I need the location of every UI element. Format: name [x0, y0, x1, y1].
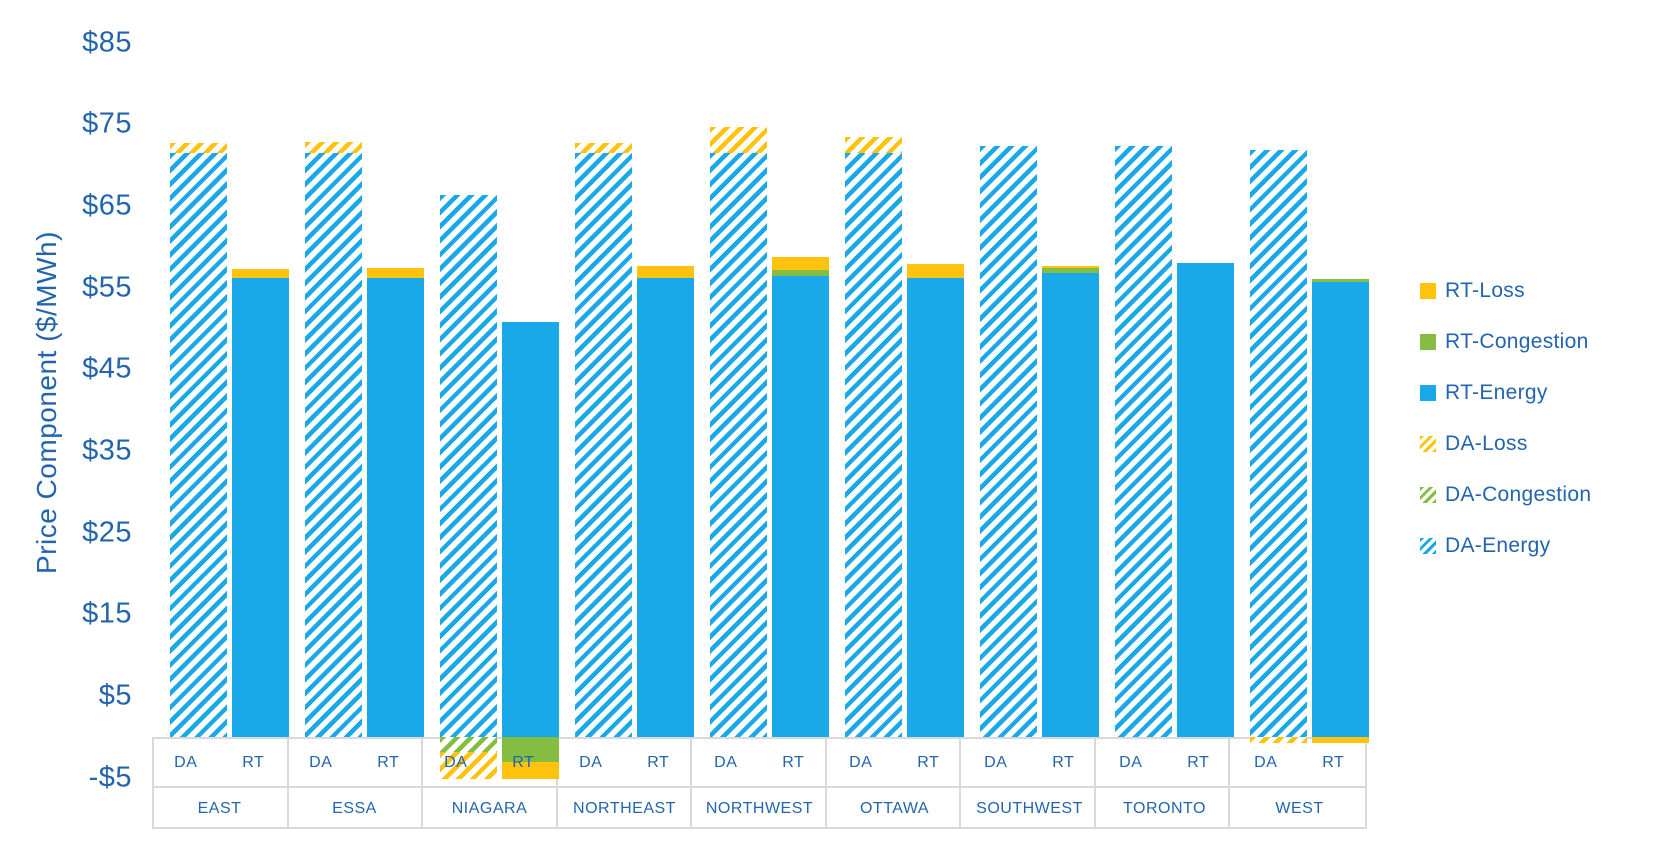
bar-segment-essa-rt-loss: [367, 268, 424, 278]
legend-item-da-loss: DA-Loss: [1420, 432, 1528, 455]
bar-segment-ottawa-da-energy: [845, 152, 902, 737]
bar-segment-southwest-da-energy: [980, 146, 1037, 737]
y-tick-label: $55: [82, 271, 132, 304]
y-tick-label: -$5: [88, 761, 132, 794]
bar-segment-ottawa-da-loss: [845, 136, 902, 153]
axis-table-cell: [1230, 788, 1365, 827]
y-tick-label: $85: [82, 26, 132, 59]
legend-label-rt-loss: RT-Loss: [1445, 279, 1525, 302]
axis-table-cell: [692, 739, 827, 788]
legend-swatch-rt-congestion: [1420, 334, 1436, 350]
axis-table-cell: [1230, 739, 1365, 788]
bar-segment-niagara-da-energy: [440, 195, 497, 737]
legend-label-da-congestion: DA-Congestion: [1445, 483, 1592, 506]
bar-segment-northwest-rt-congestion: [772, 270, 829, 277]
bar-segment-ottawa-rt-loss: [907, 263, 964, 278]
axis-table-cell: [1095, 739, 1231, 788]
bar-segment-east-rt-loss: [232, 268, 289, 278]
y-tick-label: $5: [98, 679, 132, 712]
bar-segment-northwest-da-loss: [710, 126, 767, 153]
axis-table-cell: [692, 788, 827, 827]
axis-table-cell: [1096, 788, 1231, 827]
axis-table-cell: [557, 739, 693, 788]
axis-table-cell: [423, 788, 558, 827]
bar-segment-west-rt-energy: [1312, 281, 1369, 737]
bar-segment-northwest-rt-loss: [772, 256, 829, 271]
bar-segment-toronto-rt-energy: [1177, 263, 1234, 737]
bar-segment-east-da-energy: [170, 152, 227, 737]
axis-table-cell: [961, 788, 1096, 827]
bar-segment-essa-da-loss: [305, 142, 362, 153]
legend-item-rt-loss: RT-Loss: [1420, 279, 1525, 302]
bar-segment-southwest-rt-loss: [1042, 265, 1099, 269]
y-tick-label: $75: [82, 107, 132, 140]
bar-segment-northeast-da-energy: [575, 152, 632, 737]
bar-segment-northwest-da-energy: [710, 152, 767, 737]
category-axis-table: [152, 737, 1367, 829]
axis-table-cell: [154, 739, 289, 788]
y-axis-title: Price Component ($/MWh): [31, 231, 62, 574]
legend-swatch-da-congestion: [1420, 487, 1436, 503]
axis-table-cell: [826, 739, 962, 788]
legend-swatch-da-loss: [1420, 436, 1436, 452]
bar-segment-essa-rt-energy: [367, 277, 424, 737]
bar-segment-ottawa-rt-energy: [907, 277, 964, 737]
y-tick-label: $25: [82, 516, 132, 549]
axis-table-cell: [827, 788, 962, 827]
legend-item-rt-congestion: RT-Congestion: [1420, 330, 1589, 353]
bar-segment-west-da-energy: [1250, 150, 1307, 737]
bar-segment-northeast-da-loss: [575, 143, 632, 153]
bar-segment-east-rt-energy: [232, 277, 289, 737]
legend-swatch-da-energy: [1420, 538, 1436, 554]
y-tick-label: $45: [82, 352, 132, 385]
bar-segment-northeast-rt-loss: [637, 265, 694, 278]
bar-segment-niagara-rt-energy: [502, 321, 559, 737]
bar-segment-essa-da-energy: [305, 152, 362, 737]
legend-swatch-rt-energy: [1420, 385, 1436, 401]
bar-segment-northeast-rt-energy: [637, 277, 694, 737]
legend-item-rt-energy: RT-Energy: [1420, 381, 1548, 404]
y-tick-label: $65: [82, 189, 132, 222]
legend-label-da-energy: DA-Energy: [1445, 534, 1551, 557]
bar-segment-east-da-loss: [170, 143, 227, 153]
axis-table-cell: [558, 788, 693, 827]
bar-segment-southwest-rt-congestion: [1042, 268, 1099, 273]
axis-table-cell: [961, 739, 1096, 788]
legend-label-rt-energy: RT-Energy: [1445, 381, 1548, 404]
legend-swatch-rt-loss: [1420, 283, 1436, 299]
axis-table-cell: [154, 788, 289, 827]
y-tick-label: $15: [82, 597, 132, 630]
axis-table-cell: [289, 788, 424, 827]
legend-item-da-congestion: DA-Congestion: [1420, 483, 1592, 506]
bar-segment-toronto-da-energy: [1115, 146, 1172, 737]
legend-item-da-energy: DA-Energy: [1420, 534, 1551, 557]
bar-segment-west-rt-congestion: [1312, 278, 1369, 282]
legend-label-rt-congestion: RT-Congestion: [1445, 330, 1589, 353]
bar-segment-northwest-rt-energy: [772, 276, 829, 737]
legend-label-da-loss: DA-Loss: [1445, 432, 1528, 455]
axis-table-cell: [423, 739, 558, 788]
y-tick-label: $35: [82, 434, 132, 467]
bar-segment-southwest-rt-energy: [1042, 272, 1099, 737]
axis-table-cell: [288, 739, 424, 788]
